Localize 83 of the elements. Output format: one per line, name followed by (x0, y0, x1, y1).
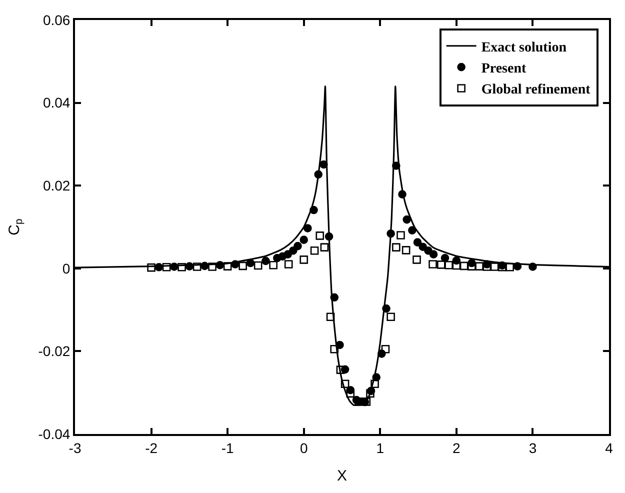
x-tick-label: 1 (376, 440, 384, 456)
point (310, 206, 318, 214)
point (340, 380, 350, 388)
point (223, 262, 232, 270)
point (381, 344, 390, 354)
point (162, 263, 171, 272)
point (192, 262, 202, 271)
point (452, 261, 461, 270)
legend-label: Exact solution (481, 40, 567, 56)
x-axis-title: X (336, 467, 348, 484)
point (513, 262, 522, 270)
x-tick-label: 2 (452, 440, 461, 456)
point (208, 262, 216, 271)
point (412, 256, 421, 264)
point (200, 262, 209, 270)
point (330, 293, 339, 302)
point (418, 242, 428, 252)
point (246, 258, 255, 268)
point (326, 312, 335, 321)
point (314, 170, 322, 179)
point (460, 262, 468, 270)
point (392, 162, 400, 170)
point (413, 238, 422, 246)
x-tick-label: -2 (145, 440, 158, 456)
point (147, 263, 156, 272)
x-tick-label: 0 (300, 440, 308, 456)
point (238, 262, 247, 270)
point (336, 366, 345, 374)
y-tick-label: 0.04 (42, 94, 70, 111)
point (310, 246, 319, 255)
point (424, 246, 432, 255)
y-tick-label: 0.02 (42, 178, 70, 194)
y-tick-label: -0.02 (38, 343, 70, 360)
point (392, 243, 400, 252)
point (154, 263, 164, 272)
point (429, 250, 438, 258)
point (304, 224, 312, 232)
point (284, 260, 293, 268)
point (528, 262, 537, 271)
point (366, 389, 374, 398)
point (382, 304, 390, 313)
point (320, 160, 328, 169)
point (320, 243, 329, 252)
point (330, 344, 339, 354)
point (468, 262, 476, 270)
point (178, 263, 186, 272)
point (482, 262, 492, 271)
x-tick-label: -1 (221, 440, 234, 456)
point (386, 312, 395, 321)
point (294, 242, 302, 250)
point (185, 262, 194, 270)
point (231, 260, 240, 268)
point (398, 190, 406, 198)
x-tick-label: -3 (68, 440, 82, 456)
x-tick-label: 4 (605, 440, 614, 456)
point (475, 262, 484, 270)
y-tick-label: -0.04 (38, 426, 70, 442)
point (269, 260, 278, 270)
point (170, 262, 178, 271)
point (428, 260, 437, 268)
legend-label: Global refinement (481, 82, 591, 98)
point (386, 229, 395, 238)
point (402, 215, 411, 224)
point (262, 256, 270, 266)
point (444, 260, 453, 270)
point (396, 231, 405, 240)
point (316, 232, 324, 240)
point (408, 226, 416, 234)
y-tick-label: 0 (62, 260, 70, 276)
x-tick-label: 3 (528, 440, 537, 456)
point (372, 373, 380, 382)
point (324, 232, 334, 241)
point (254, 261, 262, 270)
point (216, 260, 224, 270)
point (300, 256, 308, 264)
y-tick-label: 0.06 (42, 12, 70, 28)
point (402, 246, 410, 254)
point (490, 262, 499, 271)
point (370, 380, 379, 388)
point (300, 236, 308, 244)
point (346, 389, 355, 398)
legend-label: Present (481, 62, 526, 77)
point (437, 260, 446, 269)
